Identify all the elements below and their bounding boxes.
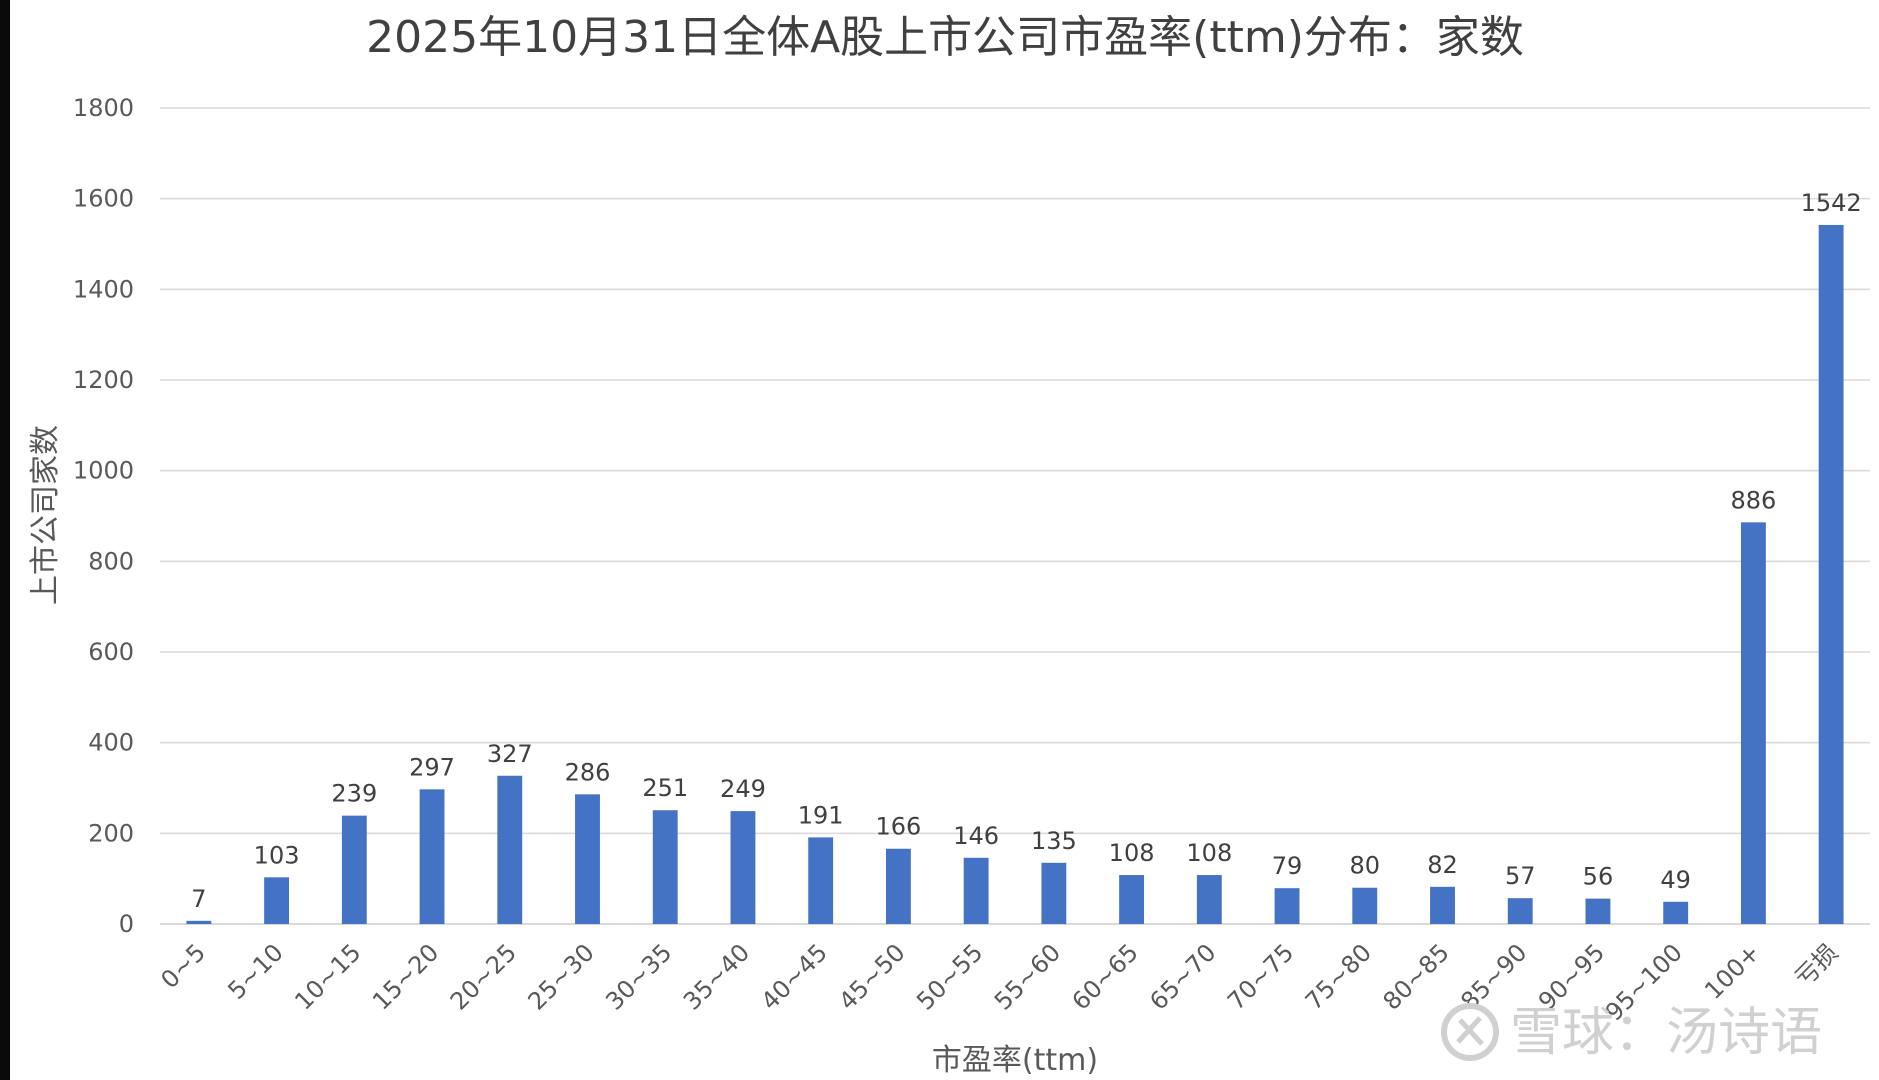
data-label: 297 xyxy=(409,753,455,781)
bar xyxy=(808,837,834,924)
data-label: 135 xyxy=(1031,827,1077,855)
bar xyxy=(186,920,212,924)
bar xyxy=(264,877,290,924)
y-axis-ticks: 0 200 400 600 800 1000 1200 1400 1600 1800 xyxy=(73,94,134,938)
bar xyxy=(1119,875,1145,924)
x-tick-label: 25~30 xyxy=(523,938,600,1015)
bar xyxy=(419,789,445,924)
data-label: 79 xyxy=(1272,852,1303,880)
bar xyxy=(1663,901,1689,924)
y-tick-label: 1400 xyxy=(73,275,134,303)
x-axis-label: 市盈率(ttm) xyxy=(932,1043,1098,1078)
y-tick-label: 1800 xyxy=(73,94,134,122)
data-label: 57 xyxy=(1505,862,1536,890)
y-axis-label: 上市公司家数 xyxy=(28,425,63,605)
data-label: 108 xyxy=(1186,839,1232,867)
x-tick-label: 80~85 xyxy=(1378,938,1455,1015)
bar xyxy=(497,775,523,924)
x-tick-label: 亏损 xyxy=(1790,938,1844,992)
bar xyxy=(575,794,600,924)
x-tick-label: 0~5 xyxy=(155,938,211,994)
x-tick-label: 70~75 xyxy=(1222,938,1299,1015)
bar xyxy=(652,810,678,924)
data-label: 108 xyxy=(1109,839,1155,867)
data-label: 251 xyxy=(642,774,688,802)
data-label: 49 xyxy=(1660,866,1691,894)
x-tick-label: 50~55 xyxy=(911,938,988,1015)
bar xyxy=(1818,224,1844,924)
y-tick-label: 200 xyxy=(88,819,134,847)
x-tick-label: 10~15 xyxy=(289,938,366,1015)
data-labels: 7 103 239 297 327 286 251 249 191 166 146 135 108 108… xyxy=(191,189,1861,913)
data-label: 56 xyxy=(1583,863,1614,891)
y-tick-label: 1600 xyxy=(73,185,134,213)
x-tick-label: 5~10 xyxy=(222,938,288,1004)
bar xyxy=(1274,888,1300,924)
bar xyxy=(1430,886,1455,924)
chart-title: 2025年10月31日全体A股上市公司市盈率(ttm)分布：家数 xyxy=(366,12,1524,63)
x-tick-label: 20~25 xyxy=(445,938,522,1015)
bar xyxy=(1352,887,1378,924)
y-tick-label: 800 xyxy=(88,547,134,575)
x-tick-label: 35~40 xyxy=(678,938,755,1015)
data-label: 166 xyxy=(876,813,922,841)
y-tick-label: 400 xyxy=(88,729,134,757)
bar xyxy=(963,857,989,924)
x-tick-label: 45~50 xyxy=(833,938,910,1015)
bar xyxy=(1507,898,1533,924)
bar xyxy=(1196,875,1222,924)
bar xyxy=(1585,898,1611,924)
bar xyxy=(885,848,911,924)
snowball-logo-icon xyxy=(1441,1003,1499,1061)
x-tick-label: 75~80 xyxy=(1300,938,1377,1015)
x-tick-label: 55~60 xyxy=(989,938,1066,1015)
data-label: 146 xyxy=(953,822,999,850)
x-tick-label: 15~20 xyxy=(367,938,444,1015)
x-tick-label: 60~65 xyxy=(1067,938,1144,1015)
grid-lines xyxy=(160,107,1870,925)
data-label: 249 xyxy=(720,775,766,803)
data-label: 1542 xyxy=(1801,189,1862,217)
left-edge-bar xyxy=(0,0,10,1080)
data-label: 886 xyxy=(1731,486,1777,514)
bar xyxy=(730,811,756,924)
y-tick-label: 600 xyxy=(88,638,134,666)
data-label: 80 xyxy=(1349,852,1380,880)
data-label: 82 xyxy=(1427,851,1458,879)
x-tick-label: 65~70 xyxy=(1144,938,1221,1015)
y-tick-label: 1200 xyxy=(73,366,134,394)
data-label: 7 xyxy=(191,885,206,913)
data-label: 239 xyxy=(331,780,377,808)
data-label: 327 xyxy=(487,740,533,768)
watermark-text: 雪球：汤诗语 xyxy=(1510,1003,1822,1063)
bars xyxy=(186,224,1844,924)
bar xyxy=(341,815,367,924)
data-label: 191 xyxy=(798,801,844,829)
data-label: 103 xyxy=(254,841,300,869)
bar xyxy=(1041,862,1067,924)
y-tick-label: 0 xyxy=(119,910,134,938)
x-tick-label: 30~35 xyxy=(600,938,677,1015)
watermark: 雪球：汤诗语 xyxy=(1441,1003,1822,1063)
x-tick-label: 40~45 xyxy=(756,938,833,1015)
x-tick-label: 100+ xyxy=(1699,938,1765,1004)
bar xyxy=(1740,522,1766,924)
data-label: 286 xyxy=(565,758,611,786)
y-tick-label: 1000 xyxy=(73,457,134,485)
